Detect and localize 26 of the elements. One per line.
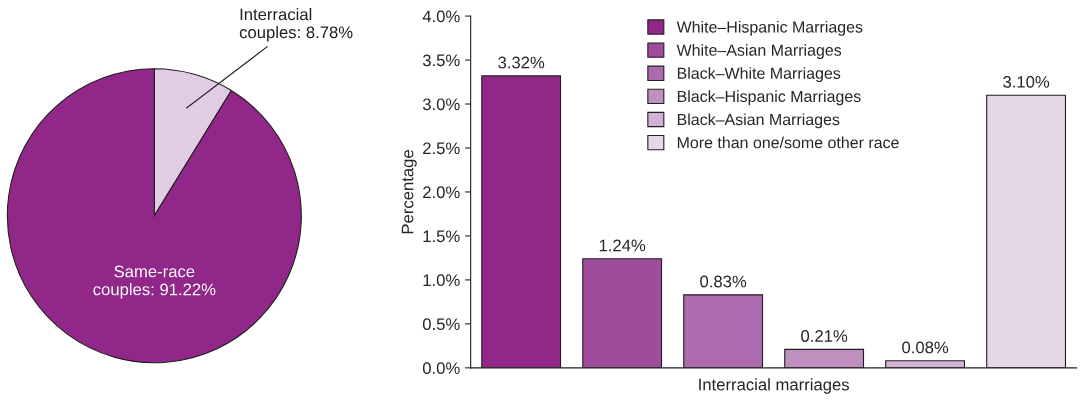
data-label: 3.32% — [498, 56, 545, 69]
data-label: 0.08% — [902, 341, 949, 354]
legend-label: White–Hispanic Marriages — [676, 20, 863, 36]
legend-label: Black–Hispanic Marriages — [677, 90, 861, 106]
data-label: 0.21% — [801, 330, 848, 342]
y-tick-label: 0.0% — [422, 362, 460, 375]
y-tick-label: 1.5% — [423, 230, 460, 243]
data-label: 3.10% — [1003, 75, 1050, 88]
data-label: 0.83% — [700, 275, 747, 288]
y-tick-label: 3.0% — [422, 98, 460, 111]
pie-slice — [6, 68, 302, 364]
y-tick-label: 3.5% — [422, 54, 460, 67]
legend-label: White–Asian Marriages — [676, 44, 842, 59]
y-tick-label: 2.0% — [423, 186, 460, 199]
x-axis-title: Interracial marriages — [699, 378, 849, 394]
y-tick-label: 4.0% — [422, 10, 460, 23]
y-tick-label: 2.5% — [423, 142, 460, 155]
data-label: Same-race couples: 91.22% — [93, 265, 216, 299]
y-tick-label: 1.0% — [423, 274, 460, 287]
legend-label: Black–White Marriages — [677, 67, 841, 83]
data-label: 1.24% — [599, 239, 646, 252]
legend-label: More than one/some other race — [677, 136, 899, 149]
legend-label: Black–Asian Marriages — [677, 113, 840, 129]
y-tick-label: 0.5% — [422, 318, 460, 331]
y-axis-title: Percentage — [401, 150, 417, 234]
data-label: Interracial couples: 8.78% — [239, 8, 353, 42]
